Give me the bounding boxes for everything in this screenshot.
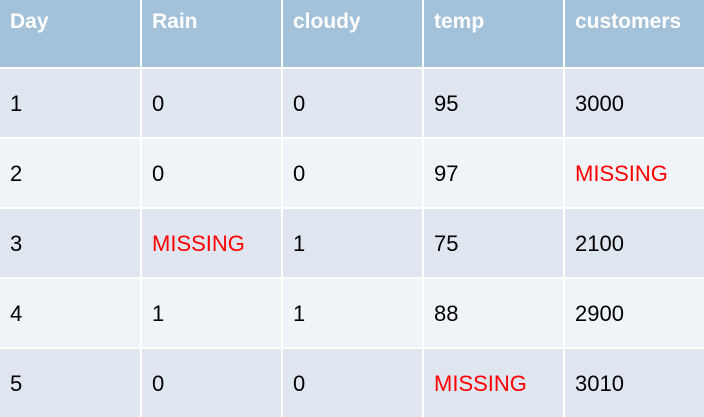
header-row: Day Rain cloudy temp customers bbox=[0, 0, 704, 69]
missing-value: MISSING bbox=[423, 348, 565, 417]
table-cell: 3 bbox=[0, 208, 142, 279]
table-cell: 1 bbox=[0, 68, 142, 139]
table-cell: 4 bbox=[0, 278, 142, 349]
table-cell: 1 bbox=[282, 208, 424, 279]
table-cell: 75 bbox=[423, 208, 565, 279]
table-cell: 3010 bbox=[564, 348, 704, 417]
header-temp: temp bbox=[423, 0, 565, 69]
table-cell: 3000 bbox=[564, 68, 704, 139]
table-cell: 1 bbox=[282, 278, 424, 349]
table-cell: 0 bbox=[141, 138, 283, 209]
table-cell: 0 bbox=[282, 138, 424, 209]
table-row: 3 MISSING 1 75 2100 bbox=[0, 208, 704, 279]
missing-value: MISSING bbox=[564, 138, 704, 209]
table-cell: 5 bbox=[0, 348, 142, 417]
table-cell: 2100 bbox=[564, 208, 704, 279]
table-cell: 95 bbox=[423, 68, 565, 139]
header-day: Day bbox=[0, 0, 142, 69]
table-cell: 88 bbox=[423, 278, 565, 349]
table-cell: 0 bbox=[141, 348, 283, 417]
table-cell: 0 bbox=[141, 68, 283, 139]
missing-value: MISSING bbox=[141, 208, 283, 279]
table-cell: 97 bbox=[423, 138, 565, 209]
header-cloudy: cloudy bbox=[282, 0, 424, 69]
table-row: 2 0 0 97 MISSING bbox=[0, 138, 704, 209]
table-row: 5 0 0 MISSING 3010 bbox=[0, 348, 704, 417]
table-cell: 1 bbox=[141, 278, 283, 349]
table-row: 1 0 0 95 3000 bbox=[0, 68, 704, 139]
table-cell: 2900 bbox=[564, 278, 704, 349]
header-customers: customers bbox=[564, 0, 704, 69]
table-cell: 0 bbox=[282, 68, 424, 139]
table-cell: 2 bbox=[0, 138, 142, 209]
table-row: 4 1 1 88 2900 bbox=[0, 278, 704, 349]
table-cell: 0 bbox=[282, 348, 424, 417]
header-rain: Rain bbox=[141, 0, 283, 69]
